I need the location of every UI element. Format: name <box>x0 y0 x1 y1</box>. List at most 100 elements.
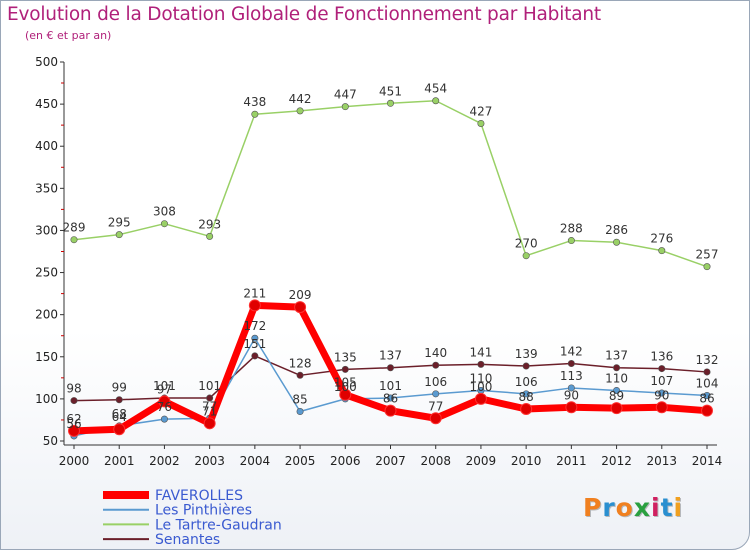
logo-letter: x <box>633 493 651 522</box>
data-label: 62 <box>66 412 81 426</box>
data-label: 71 <box>202 404 217 418</box>
data-label: 101 <box>379 379 402 393</box>
data-label: 113 <box>560 369 583 383</box>
x-tick-label: 2001 <box>104 454 135 468</box>
data-label: 77 <box>428 399 443 413</box>
data-point <box>613 386 621 394</box>
data-point <box>296 408 304 416</box>
data-label: 86 <box>699 392 714 406</box>
x-tick-label: 2003 <box>194 454 225 468</box>
data-point <box>251 110 259 118</box>
logo-letter: t <box>660 493 674 522</box>
data-point <box>158 395 171 408</box>
y-tick-label: 300 <box>35 223 58 237</box>
data-label: 270 <box>515 237 538 251</box>
data-point <box>203 417 216 430</box>
data-label: 442 <box>289 92 312 106</box>
x-tick-label: 2011 <box>556 454 587 468</box>
data-point <box>160 415 168 423</box>
logo-letter: P <box>583 493 603 522</box>
data-point <box>477 360 485 368</box>
data-point <box>432 390 440 398</box>
data-point <box>522 362 530 370</box>
data-label: 293 <box>198 217 221 231</box>
data-label: 172 <box>243 319 266 333</box>
data-label: 257 <box>696 248 719 262</box>
data-label: 85 <box>292 393 307 407</box>
data-label: 451 <box>379 84 402 98</box>
data-label: 447 <box>334 88 357 102</box>
data-label: 100 <box>469 380 492 394</box>
x-tick-label: 2002 <box>149 454 180 468</box>
data-label: 99 <box>112 381 127 395</box>
data-label: 438 <box>243 95 266 109</box>
data-point <box>565 401 578 414</box>
data-label: 107 <box>650 374 673 388</box>
data-point <box>251 352 259 360</box>
data-label: 64 <box>112 410 127 424</box>
data-point <box>341 365 349 373</box>
x-tick-label: 2004 <box>240 454 271 468</box>
legend-label: Les Pinthières <box>155 503 252 519</box>
legend-label: Senantes <box>155 532 220 548</box>
y-tick-label: 100 <box>35 392 58 406</box>
y-tick-label: 350 <box>35 181 58 195</box>
data-point <box>248 299 261 312</box>
data-point <box>206 394 214 402</box>
data-point <box>432 361 440 369</box>
data-point <box>296 107 304 115</box>
data-point <box>341 103 349 111</box>
data-label: 140 <box>424 346 447 360</box>
data-label: 100 <box>334 380 357 394</box>
data-label: 136 <box>650 350 673 364</box>
data-label: 141 <box>469 345 492 359</box>
x-tick-label: 2005 <box>285 454 316 468</box>
data-label: 295 <box>108 216 131 230</box>
data-label: 211 <box>243 286 266 300</box>
data-label: 276 <box>650 232 673 246</box>
data-point <box>613 238 621 246</box>
data-label: 77 <box>202 399 217 413</box>
data-label: 101 <box>153 379 176 393</box>
data-label: 88 <box>519 390 534 404</box>
data-point <box>520 402 533 415</box>
data-point <box>610 402 623 415</box>
data-label: 76 <box>157 400 172 414</box>
data-label: 110 <box>469 371 492 385</box>
x-tick-label: 2008 <box>420 454 451 468</box>
legend-label: Le Tartre-Gaudran <box>155 517 282 533</box>
series-line <box>73 99 708 268</box>
data-point <box>477 119 485 127</box>
data-point <box>613 364 621 372</box>
data-label: 68 <box>112 407 127 421</box>
data-label: 86 <box>383 392 398 406</box>
data-point <box>658 365 666 373</box>
data-label: 97 <box>157 382 172 396</box>
data-point <box>658 247 666 255</box>
data-point <box>70 397 78 405</box>
data-point <box>68 424 80 437</box>
logo-letter: i <box>651 493 661 522</box>
data-label: 90 <box>564 388 579 402</box>
data-label: 101 <box>198 379 221 393</box>
data-point <box>115 231 123 239</box>
data-label: 89 <box>609 389 624 403</box>
y-tick-label: 50 <box>43 434 58 448</box>
data-label: 454 <box>424 82 447 96</box>
data-label: 132 <box>696 353 719 367</box>
data-label: 137 <box>605 349 628 363</box>
x-tick-label: 2007 <box>375 454 406 468</box>
data-point <box>386 364 394 372</box>
data-point <box>522 252 530 260</box>
y-tick-label: 500 <box>35 55 58 69</box>
data-point <box>701 404 713 417</box>
y-tick-label: 450 <box>35 97 58 111</box>
data-point <box>296 371 304 379</box>
data-label: 110 <box>605 371 628 385</box>
y-tick-label: 150 <box>35 350 58 364</box>
data-point <box>386 394 394 402</box>
logo-letter: o <box>615 493 634 522</box>
data-point <box>658 389 666 397</box>
